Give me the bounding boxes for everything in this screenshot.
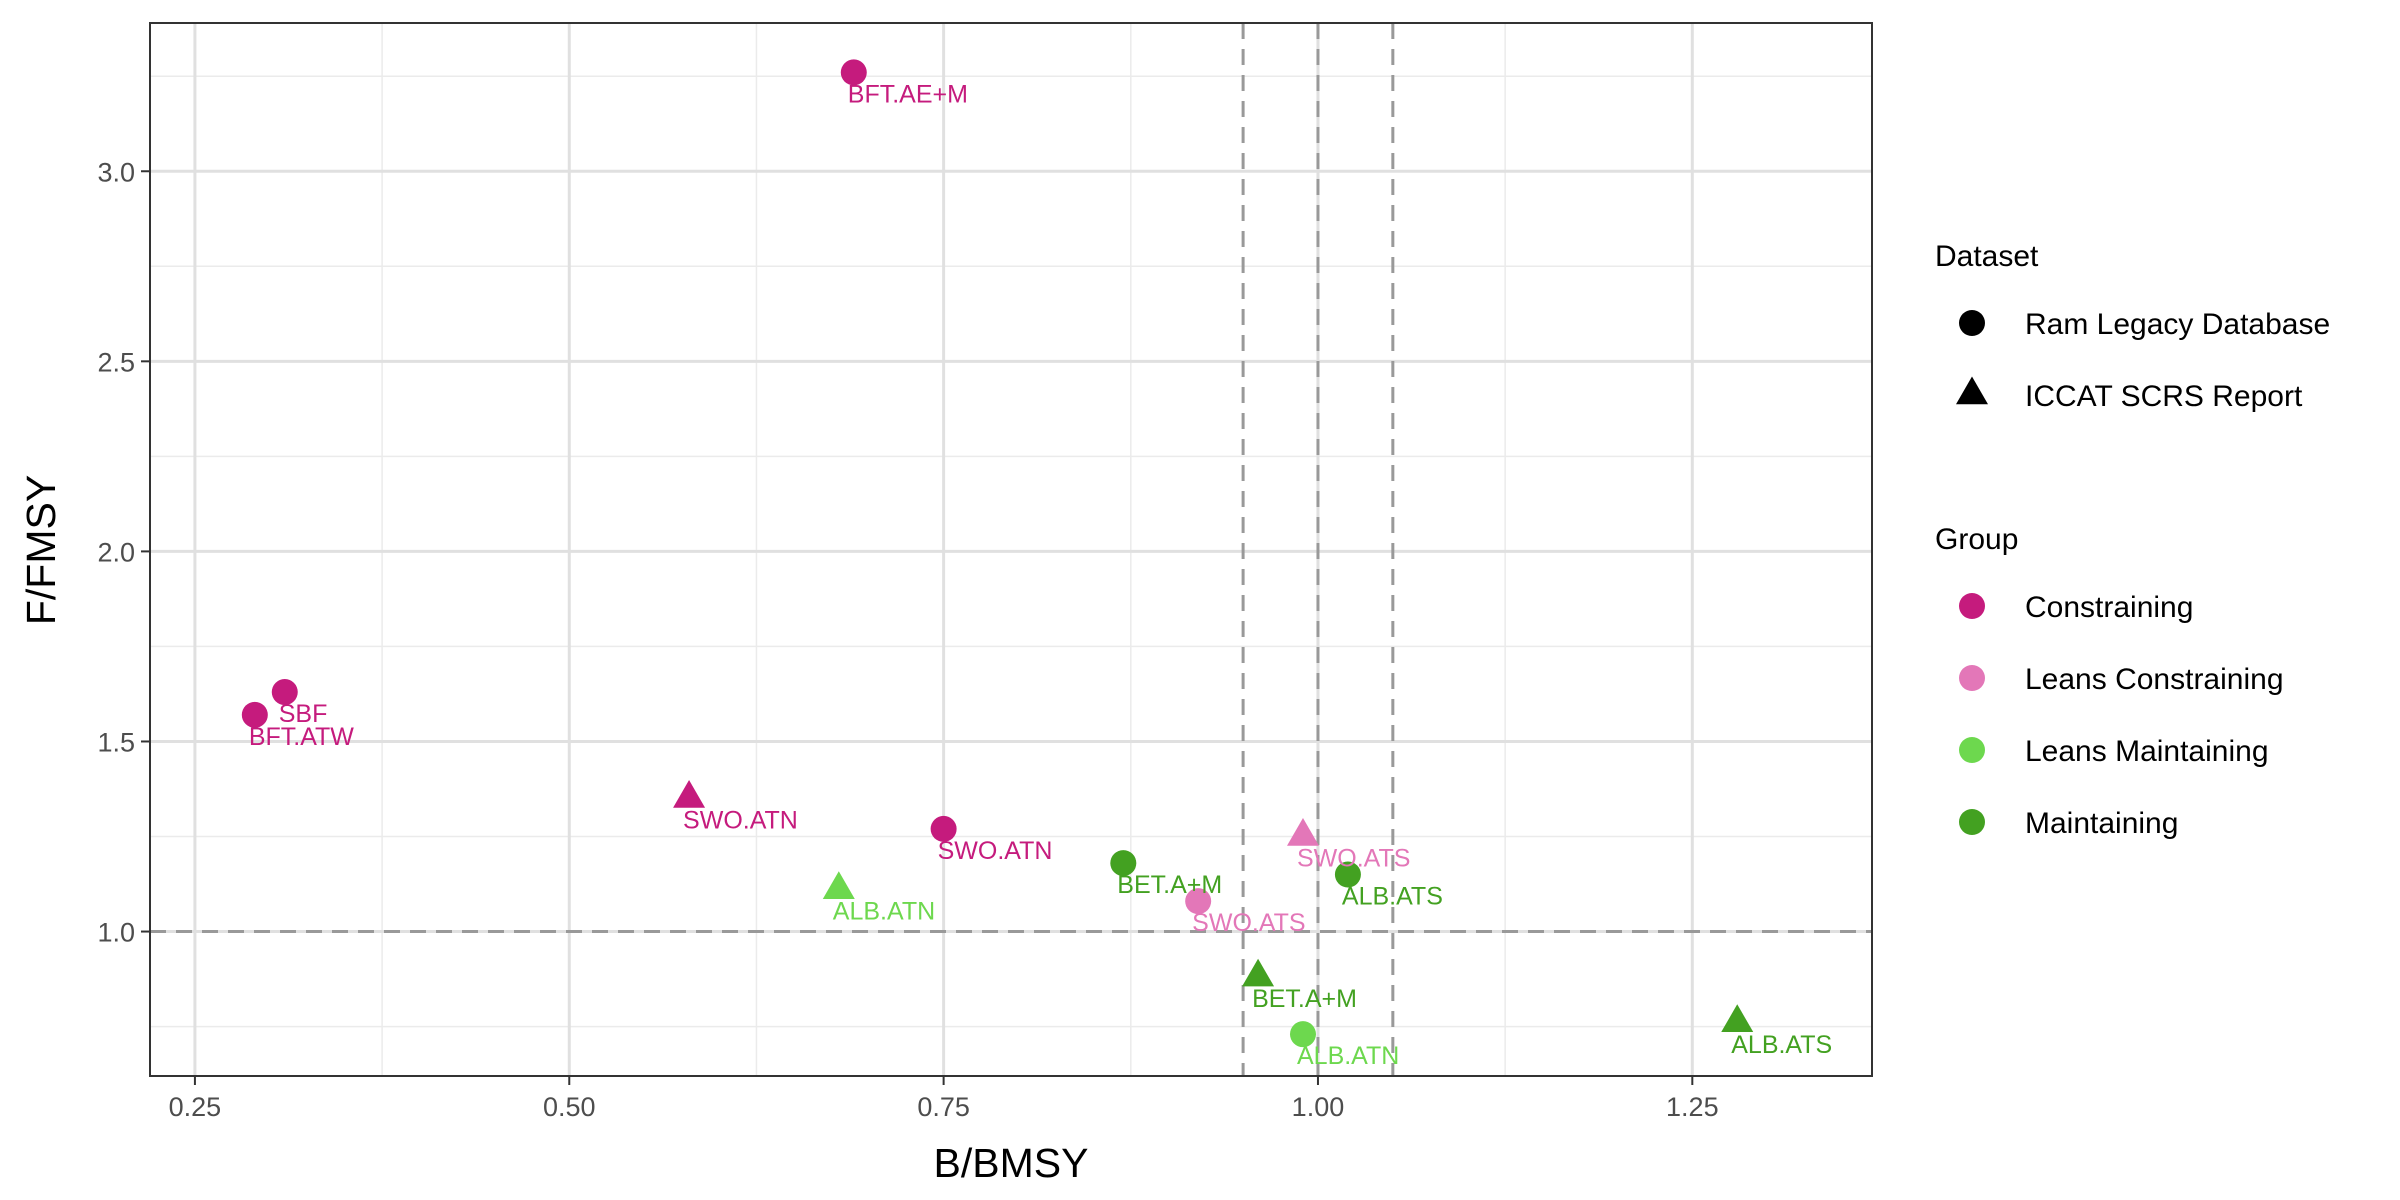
legend-label: Leans Constraining — [2025, 663, 2284, 696]
data-point-circle — [271, 679, 298, 706]
data-point-circle — [1334, 861, 1361, 888]
y-tick-label: 2.0 — [97, 537, 135, 567]
legend-title-dataset: Dataset — [1935, 240, 2039, 273]
data-point-triangle — [1721, 1004, 1754, 1033]
legend-key-circle — [1959, 593, 1985, 619]
data-point-circle — [1110, 850, 1137, 877]
data-point-triangle — [1286, 818, 1319, 846]
data-point-circle — [241, 701, 268, 728]
y-tick-label: 2.5 — [97, 347, 135, 377]
y-tick-label: 1.0 — [97, 918, 135, 948]
point-label: SWO.ATS — [1297, 845, 1410, 873]
legend: Dataset Ram Legacy Database ICCAT SCRS Rep… — [1935, 240, 2330, 840]
data-point-circle — [1185, 888, 1212, 915]
legend-label: Ram Legacy Database — [2025, 308, 2330, 341]
x-tick-label: 0.75 — [917, 1092, 970, 1122]
legend-key-triangle — [1956, 376, 1988, 405]
legend-key-circle — [1959, 737, 1985, 763]
legend-key-circle — [1959, 665, 1985, 691]
data-point-triangle — [822, 871, 855, 899]
data-point-circle — [930, 815, 957, 842]
data-points — [241, 59, 1754, 1048]
y-tick-label: 1.5 — [97, 727, 135, 757]
point-label: BET.A+M — [1252, 985, 1357, 1013]
legend-title-group: Group — [1935, 523, 2018, 556]
point-label: ALB.ATN — [833, 898, 935, 926]
point-label: ALB.ATS — [1731, 1031, 1832, 1059]
data-point-circle — [1289, 1021, 1316, 1048]
x-tick-label: 1.25 — [1666, 1092, 1719, 1122]
point-label: ALB.ATN — [1297, 1042, 1399, 1070]
data-point-triangle — [1242, 958, 1275, 987]
x-tick-label: 0.50 — [543, 1092, 596, 1122]
legend-label: Constraining — [2025, 591, 2193, 624]
legend-label: ICCAT SCRS Report — [2025, 380, 2303, 413]
y-axis-title: F/FMSY — [18, 475, 64, 625]
y-axis-ticks: 1.0 1.5 2.0 2.5 3.0 — [97, 157, 150, 948]
point-label: ALB.ATS — [1342, 883, 1443, 911]
legend-label: Leans Maintaining — [2025, 735, 2269, 768]
plot-border — [149, 22, 1873, 1077]
x-axis-title: B/BMSY — [934, 1140, 1089, 1186]
point-label: BFT.ATW — [249, 723, 354, 751]
point-label: BFT.AE+M — [848, 80, 968, 108]
plot-background — [150, 23, 1872, 1076]
x-tick-label: 1.00 — [1292, 1092, 1345, 1122]
legend-key-circle — [1959, 809, 1985, 835]
x-tick-label: 0.25 — [169, 1092, 222, 1122]
point-label: SWO.ATN — [683, 806, 798, 834]
data-point-circle — [840, 59, 867, 86]
x-axis-ticks: 0.25 0.50 0.75 1.00 1.25 — [169, 1076, 1719, 1122]
legend-label: Maintaining — [2025, 807, 2178, 840]
point-label: BET.A+M — [1117, 871, 1222, 899]
legend-key-circle — [1959, 310, 1985, 336]
data-point-triangle — [673, 780, 706, 808]
y-tick-label: 3.0 — [97, 157, 135, 187]
point-label: SWO.ATS — [1192, 909, 1305, 937]
reference-lines — [150, 23, 1872, 1076]
minor-grid — [150, 23, 1872, 1076]
point-label: SBF — [279, 700, 328, 728]
point-label: SWO.ATN — [938, 837, 1053, 865]
